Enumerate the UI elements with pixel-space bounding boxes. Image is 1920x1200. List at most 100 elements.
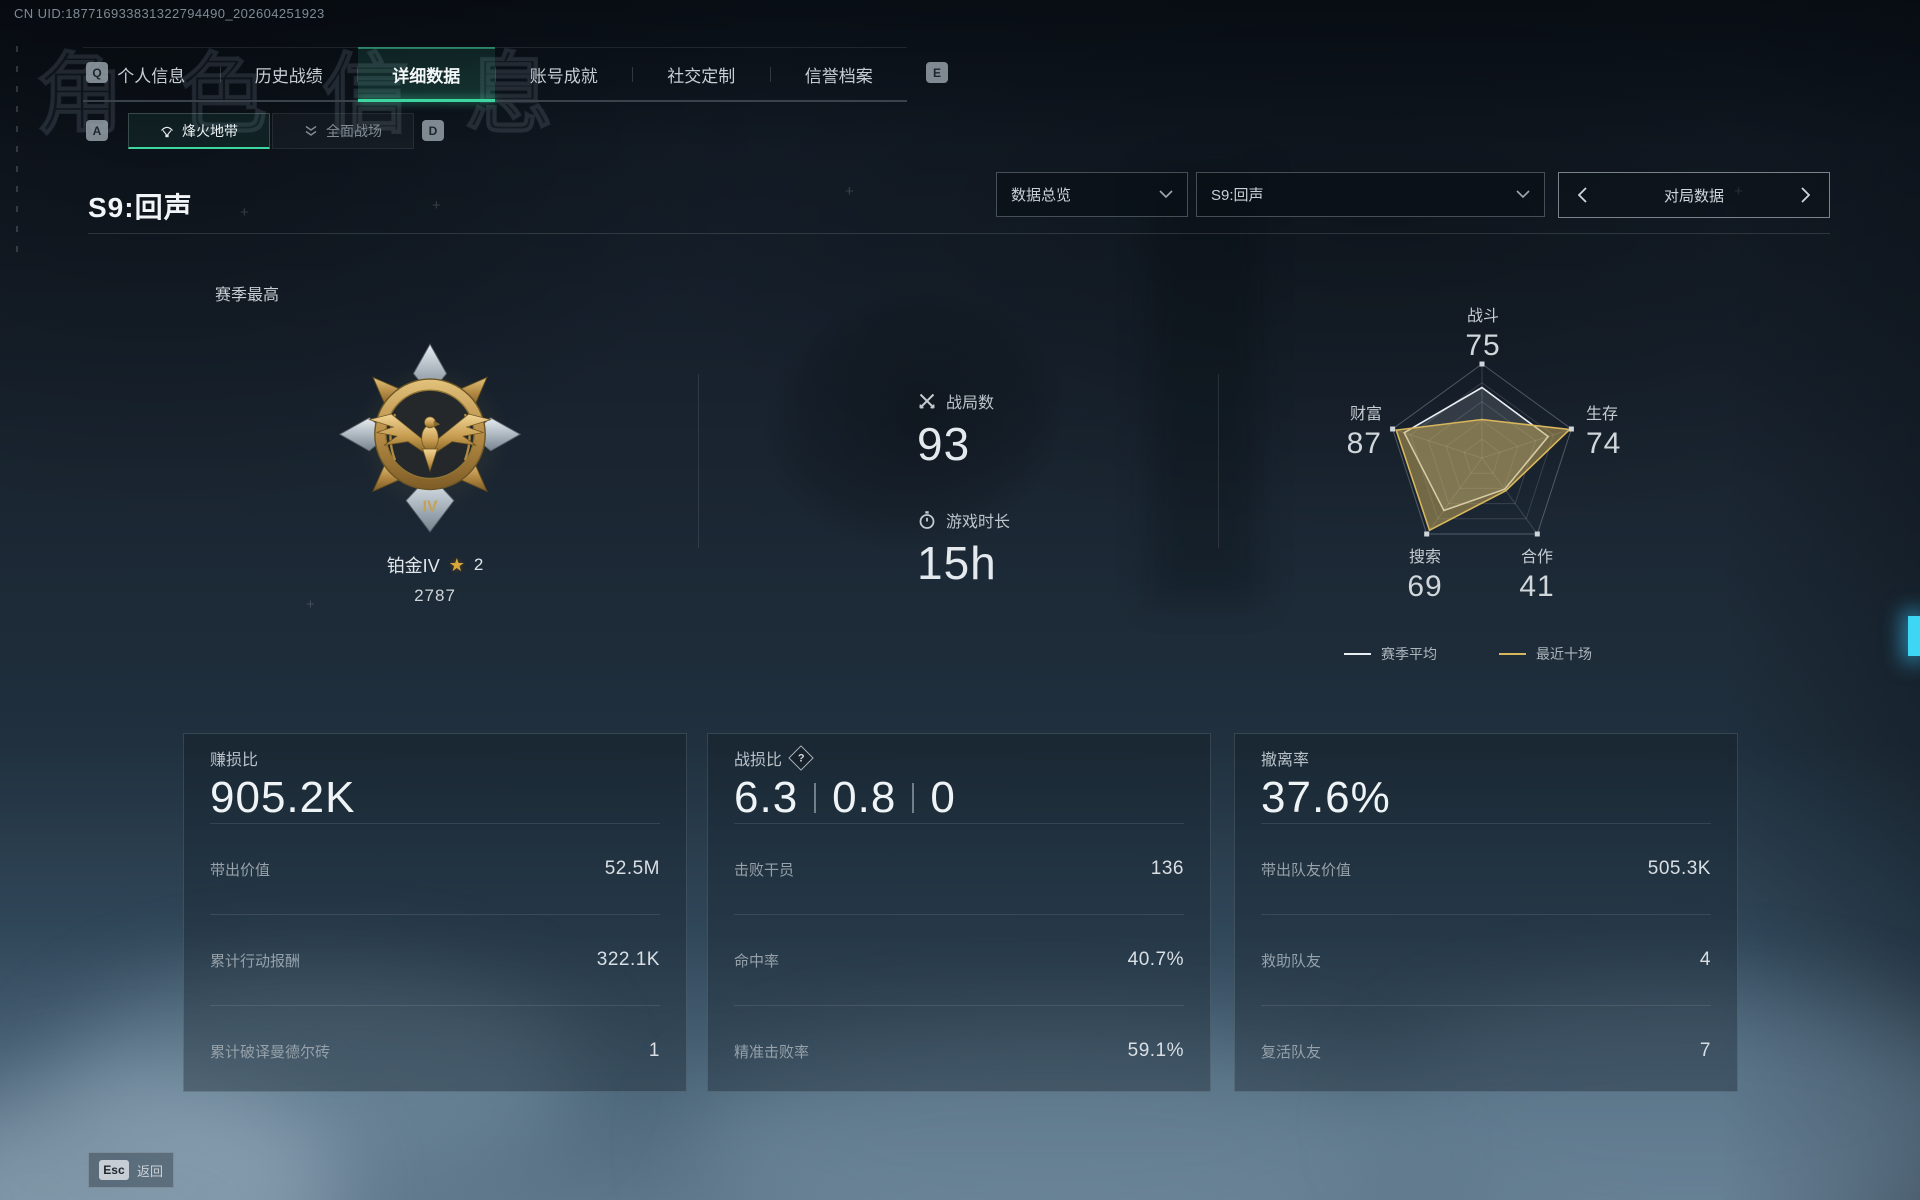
extraction-card: 撤离率 37.6% 带出队友价值 505.3K 救助队友 4 复活队友 7 (1234, 733, 1738, 1092)
back-label: 返回 (136, 1163, 163, 1179)
radar-axis-search: 搜索 69 (1407, 549, 1443, 603)
active-tab-underline (358, 99, 495, 102)
crossed-swords-icon (919, 393, 935, 409)
radar-axis-wealth: 财富 87 (1346, 406, 1382, 460)
value-separator (814, 783, 817, 814)
star-icon (449, 555, 465, 576)
stat-row: 命中率 40.7% (734, 914, 1184, 1005)
fog (60, 970, 580, 1180)
stopwatch-icon (919, 511, 935, 530)
grid-cross: + (845, 183, 854, 200)
stat-row: 复活队友 7 (1261, 1005, 1711, 1096)
radar-axis-combat: 战斗 75 (1465, 308, 1501, 362)
season-best-caption: 赛季最高 (215, 287, 280, 304)
radar-legend: 赛季平均 最近十场 (1344, 644, 1592, 664)
rank-points: 2787 (414, 586, 456, 605)
card-big-value: 37.6% (1261, 773, 1391, 822)
card-big-value: 6.3 0.8 0 (734, 773, 956, 822)
card-title: 战损比 (734, 752, 783, 769)
keyhint-d: D (422, 120, 444, 141)
tower-silhouette (1150, 170, 1260, 600)
stat-row: 累计破译曼德尔砖 1 (210, 1005, 660, 1096)
mode-sub-tabs: 烽火地带 全面战场 (128, 113, 414, 149)
right-shade (1720, 0, 1920, 1200)
tab-separator (769, 66, 771, 82)
back-button[interactable]: Esc 返回 (88, 1152, 174, 1188)
matches-stat: 战局数 93 (917, 389, 1010, 468)
radar-chart (1390, 361, 1574, 537)
grid-cross: + (240, 204, 249, 221)
stat-row: 救助队友 4 (1261, 914, 1711, 1005)
pager-prev-button[interactable] (1571, 180, 1593, 210)
tab-separator (494, 66, 496, 82)
chevron-down-icon (1159, 190, 1173, 199)
season-dropdown[interactable]: S9:回声 (1196, 172, 1545, 217)
esc-keycap: Esc (98, 1160, 129, 1180)
profit-card: 赚损比 905.2K 带出价值 52.5M 累计行动报酬 322.1K 累计破译… (183, 733, 687, 1092)
playtime-label: 游戏时长 (946, 514, 1011, 532)
chevron-right-icon (1801, 187, 1811, 203)
tab-history[interactable]: 历史战绩 (254, 66, 323, 86)
tab-separator (219, 66, 221, 82)
top-shade (0, 0, 1920, 150)
page-watermark: 角色信息 (35, 44, 609, 145)
section-divider (698, 374, 699, 548)
keyhint-q: Q (86, 62, 108, 83)
tab-reputation[interactable]: 信誉档案 (804, 66, 873, 86)
rank-name: 铂金IV (386, 556, 440, 576)
match-summary: 战局数 93 游戏时长 15h (917, 389, 1010, 588)
stat-row: 累计行动报酬 322.1K (210, 914, 660, 1005)
radar-axis-cooperation: 合作 41 (1519, 549, 1555, 603)
stat-row: 带出价值 52.5M (210, 823, 660, 914)
subtab-fire-zone[interactable]: 烽火地带 (128, 113, 270, 149)
legend-season-average: 赛季平均 (1344, 644, 1437, 664)
overview-dropdown[interactable]: 数据总览 (996, 172, 1188, 217)
chevrons-icon (305, 125, 317, 136)
rank-name-row: 铂金IV 2 (320, 552, 550, 578)
help-icon[interactable]: ? (788, 745, 814, 771)
tab-social[interactable]: 社交定制 (667, 66, 736, 86)
playtime-value: 15h (917, 537, 997, 590)
stat-row: 精准击败率 59.1% (734, 1005, 1184, 1096)
grid-cross: + (432, 197, 441, 214)
keyhint-e: E (926, 62, 948, 83)
legend-swatch (1344, 653, 1371, 655)
match-data-pager: 对局数据 (1558, 172, 1830, 218)
legend-recent-ten: 最近十场 (1499, 644, 1592, 664)
season-title: S9:回声 (88, 192, 193, 223)
main-tab-bar: 个人信息 历史战绩 详细数据 账号成就 社交定制 信誉档案 (83, 47, 907, 102)
matches-label: 战局数 (946, 395, 995, 412)
edge-tick-marks (16, 46, 18, 261)
title-divider (88, 233, 1830, 234)
fog (690, 1030, 1410, 1200)
pager-next-button[interactable] (1795, 180, 1817, 210)
card-title: 撤离率 (1261, 752, 1310, 769)
star-count: 2 (473, 555, 484, 574)
screen-edge-glow (1908, 616, 1920, 656)
subtab-warfare[interactable]: 全面战场 (272, 113, 414, 149)
chevron-left-icon (1577, 187, 1587, 203)
tab-achievements[interactable]: 账号成就 (529, 66, 598, 86)
matches-value: 93 (917, 418, 971, 470)
playtime-stat: 游戏时长 15h (917, 508, 1011, 590)
kd-card: 战损比 ? 6.3 0.8 0 击败干员 136 命中率 40.7% 精准击败率… (707, 733, 1211, 1092)
grid-cross: + (1734, 183, 1743, 200)
card-title: 赚损比 (210, 752, 259, 769)
card-big-value: 905.2K (210, 773, 356, 822)
stat-row: 带出队友价值 505.3K (1261, 823, 1711, 914)
keyhint-a: A (86, 120, 108, 141)
legend-swatch (1499, 653, 1526, 655)
pager-label: 对局数据 (1663, 187, 1724, 205)
tab-separator (632, 66, 633, 82)
tab-separator (357, 66, 358, 82)
radar-axis-survival: 生存 74 (1586, 406, 1622, 460)
tab-personal-info[interactable]: 个人信息 (117, 66, 186, 86)
section-divider (1218, 374, 1219, 548)
grid-cross: + (306, 596, 315, 613)
parachute-icon (161, 126, 173, 137)
tab-detailed-data[interactable]: 详细数据 (358, 47, 495, 102)
tier-numeral: IV (423, 499, 438, 516)
value-separator (912, 783, 915, 814)
